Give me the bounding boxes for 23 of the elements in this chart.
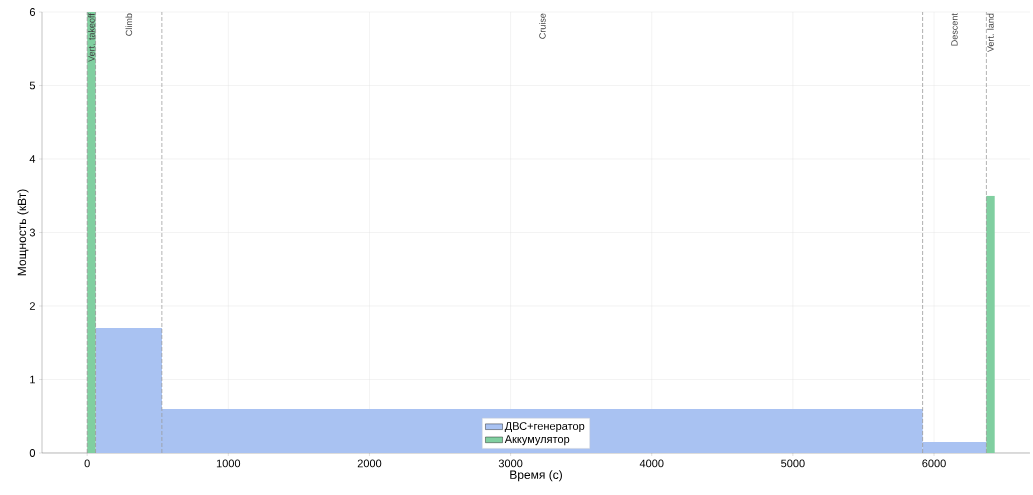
y-tick-label: 2 <box>29 302 35 310</box>
annotation: Vert. takeoff <box>88 13 95 62</box>
annotation: Descent <box>951 13 958 46</box>
x-tick-label: 1000 <box>216 459 241 468</box>
y-tick-label: 6 <box>29 8 35 16</box>
y-axis-title: Мощность (кВт) <box>17 189 29 276</box>
y-tick-label: 0 <box>29 449 36 457</box>
x-tick-label: 4000 <box>639 459 664 468</box>
legend-label: ДВС+генератор <box>504 422 585 433</box>
x-tick-label: 3000 <box>498 459 523 468</box>
x-tick-label: 2000 <box>357 459 382 468</box>
y-tick-label: 4 <box>29 155 36 163</box>
x-axis-title: Время (с) <box>510 470 562 482</box>
y-tick-label: 5 <box>29 81 36 90</box>
x-tick-label: 5000 <box>781 459 805 468</box>
annotation: Vert. land <box>987 13 994 53</box>
y-tick-label: 1 <box>30 375 35 384</box>
legend-label: Аккумулятор <box>504 435 570 446</box>
x-tick-label: 0 <box>84 459 90 468</box>
annotation: Cruise <box>539 13 546 39</box>
annotation: Climb <box>125 13 133 36</box>
y-tick-label: 3 <box>29 228 35 237</box>
x-tick-label: 6000 <box>922 459 946 468</box>
